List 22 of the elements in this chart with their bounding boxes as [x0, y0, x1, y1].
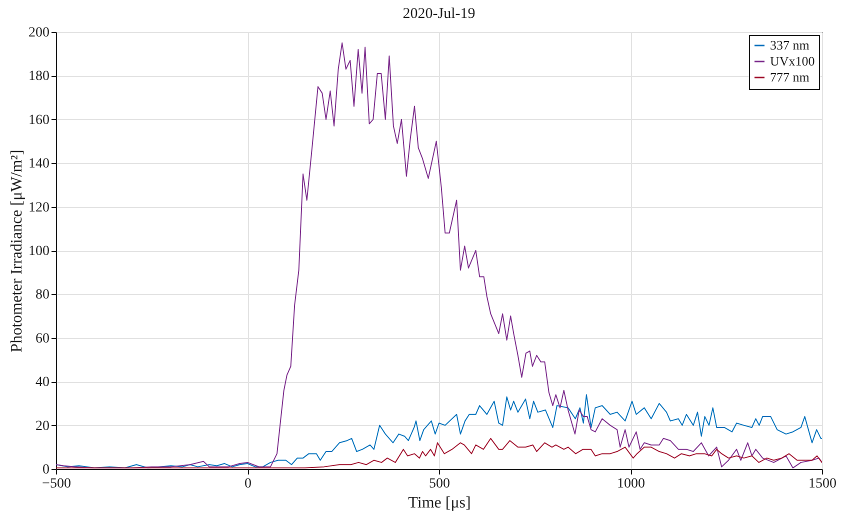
y-tick-label: 20 — [36, 418, 50, 434]
x-tick-label: 1000 — [617, 476, 645, 492]
y-tick-label: 100 — [28, 244, 50, 259]
x-tick-label: 1500 — [808, 476, 836, 492]
y-tick-label: 40 — [36, 375, 50, 390]
y-tick-label: 200 — [28, 26, 50, 40]
legend-label: 777 nm — [770, 70, 810, 84]
x-tick-label: 0 — [244, 476, 252, 492]
y-tick-label: 80 — [36, 288, 50, 303]
y-tick-label: 180 — [28, 69, 50, 84]
x-tick-label: −500 — [42, 476, 71, 492]
chart-title: 2020-Jul-19 — [402, 6, 476, 22]
x-tick-label: 500 — [429, 476, 450, 492]
y-tick-label: 160 — [28, 112, 50, 128]
y-tick-label: 120 — [28, 200, 50, 216]
y-tick-label: 60 — [36, 331, 50, 346]
legend-label: 337 nm — [770, 38, 810, 52]
y-axis-title: Photometer Irradiance [μW/m²] — [8, 150, 26, 352]
y-tick-label: 0 — [42, 462, 50, 478]
y-tick-label: 140 — [28, 156, 50, 172]
x-axis-title: Time [μs] — [408, 494, 471, 512]
legend-label: UVx100 — [770, 54, 815, 68]
